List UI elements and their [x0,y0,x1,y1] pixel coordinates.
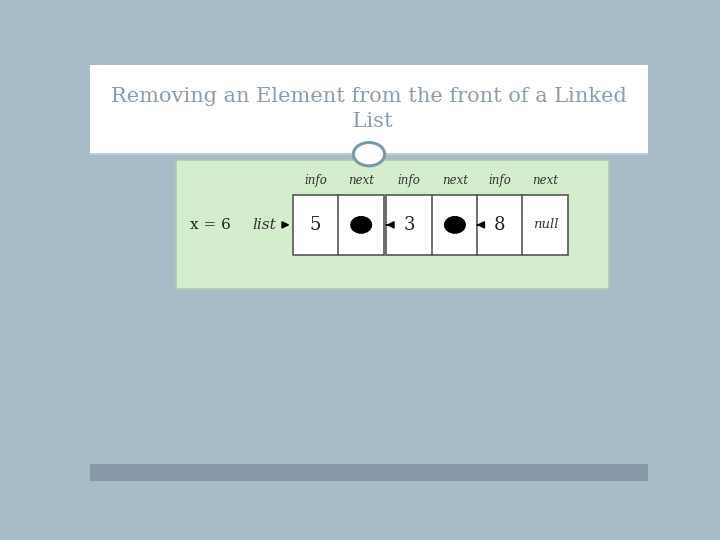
Ellipse shape [445,217,465,233]
Text: info: info [488,174,511,187]
Bar [387,195,478,255]
Text: 8: 8 [494,216,505,234]
Text: 3: 3 [403,216,415,234]
Bar [292,195,384,255]
Text: null: null [533,218,558,231]
Text: next: next [532,174,558,187]
Text: Removing an Element from the front of a Linked
 List: Removing an Element from the front of a … [111,87,627,132]
Bar [90,65,648,154]
Text: next: next [442,174,468,187]
Text: x = 6: x = 6 [189,218,230,232]
Bar [90,464,648,481]
Text: list: list [252,218,276,232]
Text: info: info [397,174,420,187]
Text: 5: 5 [310,216,321,234]
Bar [477,195,568,255]
Text: info: info [304,174,327,187]
Text: next: next [348,174,374,187]
Ellipse shape [351,217,372,233]
Circle shape [354,143,384,166]
Bar [176,160,609,289]
